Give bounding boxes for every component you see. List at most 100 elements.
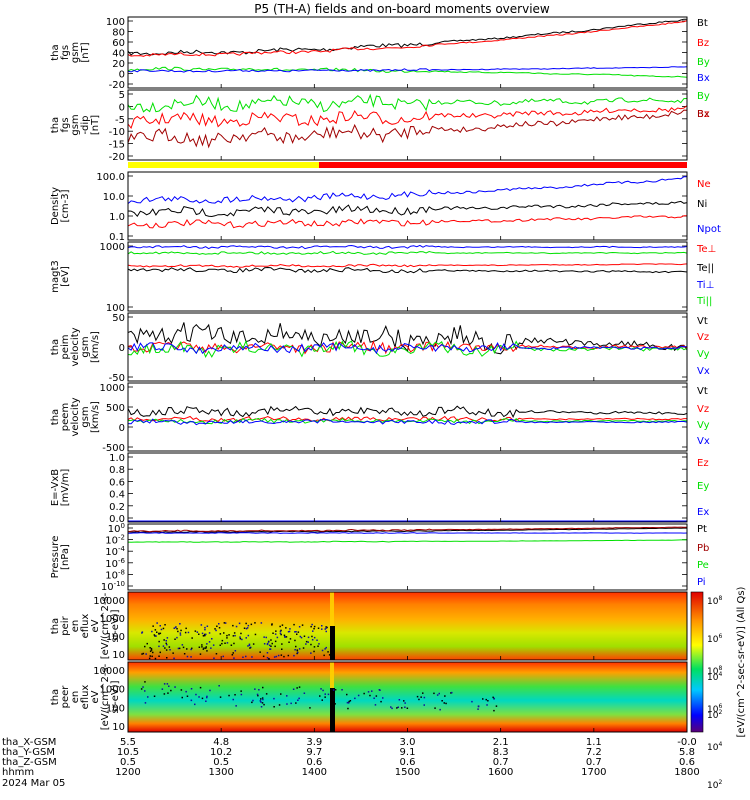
y-tick-label: 0.6	[109, 477, 125, 488]
spectrogram-pixel	[279, 630, 282, 633]
spectrogram-pixel	[186, 695, 189, 697]
y-tick-label: 100	[108, 522, 125, 535]
spectrogram-pixel	[271, 623, 273, 625]
series-line-Te⊥	[127, 263, 688, 268]
y-axis-label-line: [nT]	[80, 42, 91, 62]
panel-frame	[127, 89, 688, 161]
spectrogram-pixel	[156, 622, 158, 624]
x-axis-row-label: hhmm	[2, 767, 34, 778]
spectrogram-pixel	[280, 654, 283, 656]
spectrogram-pixel	[234, 694, 236, 696]
spectrogram-pixel	[211, 638, 213, 640]
y-tick-label: 10000	[93, 596, 125, 607]
spectrogram-pixel	[198, 633, 200, 635]
spectrogram-pixel	[416, 695, 419, 698]
spectrogram-pixel	[390, 706, 392, 708]
spectrogram-pixel	[277, 654, 280, 657]
colorbar-label: [eV/(cm^2-sec-sr-eV)] (All Qs)	[736, 586, 747, 737]
y-axis-label: tha fgs gsm -dip [nT]	[50, 114, 101, 135]
series-line-Ti||	[127, 250, 688, 255]
spectrogram-pixel	[278, 704, 281, 706]
x-axis-value: 0.5	[120, 757, 136, 768]
y-axis-label-line: Pressure	[50, 536, 61, 579]
spectrogram-pixel	[403, 700, 405, 702]
spectrogram-pixel	[219, 633, 222, 635]
y-axis-label: Density [cm-3]	[50, 187, 71, 225]
y-tick-label: 500	[106, 403, 125, 414]
spectrogram-pixel	[219, 644, 221, 646]
y-tick-label: 0.4	[109, 490, 125, 501]
x-axis-value: 9.1	[400, 747, 416, 758]
series-line-Ne	[127, 215, 687, 229]
spectrogram-pixel	[443, 702, 445, 704]
colorbar-tick-label: 108	[707, 665, 722, 677]
spectrogram-pixel	[265, 636, 267, 639]
y-tick-label: 60	[112, 38, 125, 49]
panel-efield: E=-VxB [mV/m] 1.00.80.6 0.40.20.0 Ez Ey Ex	[50, 452, 709, 525]
series-line-Vy	[127, 339, 688, 358]
spectrogram-pixel	[295, 631, 297, 633]
spectrogram-pixel	[398, 699, 401, 701]
spectrogram-pixel	[159, 632, 162, 635]
spectrogram-pixel	[296, 687, 298, 689]
spectrogram-pixel	[374, 704, 377, 706]
spectrogram-pixel	[487, 700, 489, 702]
spectrogram-pixel	[206, 625, 209, 627]
spectrogram-pixel	[298, 697, 300, 700]
spectrogram-pixel	[175, 626, 177, 628]
y-tick-label: 1000	[100, 242, 125, 253]
spectrogram-pixel	[153, 634, 156, 636]
spectrogram-pixel	[267, 641, 270, 643]
series-line-Ti⊥	[127, 244, 688, 250]
spectrogram-pixel	[166, 637, 169, 639]
y-axis-label-line: peir	[60, 615, 71, 635]
spectrogram-pixel	[191, 637, 193, 639]
spectrogram-pixel	[303, 635, 306, 637]
legend-entry: Ti⊥	[696, 280, 714, 291]
spectrogram-pixel	[420, 696, 422, 698]
spectrogram-pixel	[158, 633, 160, 635]
spectrogram-pixel	[418, 698, 420, 701]
y-axis-label-line: peer	[60, 685, 71, 709]
spectrogram-pixel	[226, 642, 229, 644]
spectrogram-pixel	[334, 703, 336, 705]
spectrogram-pixel	[159, 625, 161, 627]
spectrogram-pixel	[439, 708, 441, 711]
spectrogram-pixel	[288, 630, 291, 633]
spectrogram-pixel	[321, 699, 323, 701]
spectrogram-pixel	[299, 635, 302, 638]
legend-entry: Ne	[697, 179, 711, 190]
spectrogram-pixel	[266, 642, 269, 645]
spectrogram-pixel	[495, 705, 498, 707]
series-line-Bx	[127, 66, 688, 73]
spectrogram-pixel	[174, 686, 176, 688]
x-axis-value: 1500	[395, 767, 420, 778]
spectrogram-pixel	[283, 634, 286, 637]
spectrogram-pixel	[216, 625, 218, 627]
y-tick-label: -50	[109, 373, 125, 384]
legend-entry: Vt	[697, 316, 708, 327]
y-tick-label: 100	[106, 632, 125, 643]
spectrogram-pixel	[254, 633, 257, 636]
y-axis-label: tha fgs gsm [nT]	[50, 42, 91, 63]
x-axis-row-label: tha_Z-GSM	[2, 757, 57, 768]
spectrogram-pixel	[275, 655, 278, 658]
spectrogram-pixel	[310, 625, 312, 628]
spectrogram-pixel	[287, 654, 290, 657]
spectrogram-pixel	[158, 645, 160, 648]
spectrogram-pixel	[185, 690, 187, 693]
spectrogram-pixel	[313, 650, 315, 653]
spectrogram-pixel	[285, 636, 288, 638]
spectrogram-pixel	[309, 707, 311, 709]
spectrogram-pixel	[273, 697, 275, 700]
spectrogram-pixel	[160, 628, 163, 631]
spectrogram-pixel	[233, 632, 236, 634]
spectrogram-pixel	[295, 702, 297, 704]
spectrogram-pixel	[176, 628, 178, 630]
spectrogram-pixel	[179, 632, 182, 634]
spectrogram-pixel	[245, 622, 247, 625]
legend-entry: Bx	[697, 109, 710, 120]
spectrogram-pixel	[208, 632, 211, 634]
spectrogram-pixel	[294, 639, 296, 642]
spectrogram-pixel	[325, 627, 327, 629]
